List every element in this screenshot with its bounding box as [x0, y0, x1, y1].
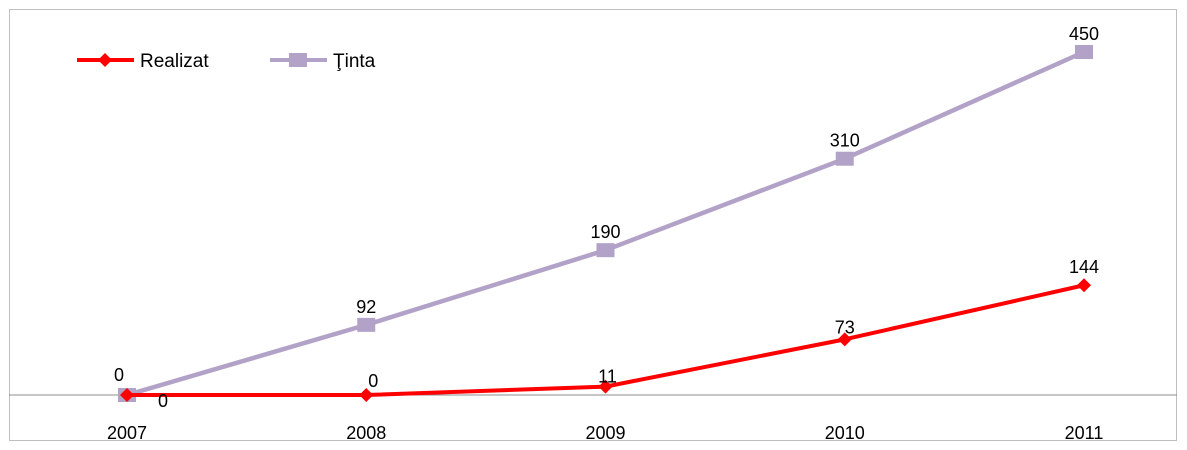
data-point-marker: [359, 388, 374, 402]
data-point-marker: [1075, 45, 1093, 59]
data-point-marker: [835, 151, 854, 166]
data-point-marker: [120, 388, 134, 402]
data-label: 0: [158, 391, 168, 411]
data-label: 0: [114, 365, 124, 385]
data-labels: 0 0 11 73 144 0 92 190 310 450: [114, 24, 1099, 411]
legend-label-tinta: Ţinta: [333, 51, 376, 72]
x-tick-label: 2011: [1065, 423, 1104, 443]
data-point-marker: [357, 317, 376, 332]
data-label: 73: [835, 317, 855, 337]
legend: Realizat Ţinta: [77, 51, 376, 72]
data-point-marker: [598, 379, 613, 394]
data-label: 92: [356, 297, 376, 317]
axes: 2007 2008 2009 2010 2011: [9, 394, 1177, 443]
x-tick-label: 2009: [585, 423, 625, 443]
legend-marker: [289, 53, 307, 67]
data-label: 11: [598, 367, 617, 387]
data-label: 450: [1069, 24, 1099, 44]
data-point-marker: [837, 332, 852, 347]
data-label: 310: [830, 131, 860, 151]
legend-label-realizat: Realizat: [140, 51, 209, 72]
data-point-marker: [596, 243, 615, 258]
series-layer: [118, 45, 1093, 402]
chart-frame: [9, 9, 1177, 441]
x-tick-label: 2010: [825, 423, 865, 443]
data-point-marker: [1077, 278, 1091, 293]
data-label: 144: [1069, 257, 1099, 277]
data-label: 0: [368, 371, 378, 391]
x-tick-label: 2007: [107, 423, 147, 443]
x-tick-label: 2008: [346, 423, 386, 443]
legend-marker: [98, 53, 112, 67]
data-label: 190: [590, 222, 620, 242]
